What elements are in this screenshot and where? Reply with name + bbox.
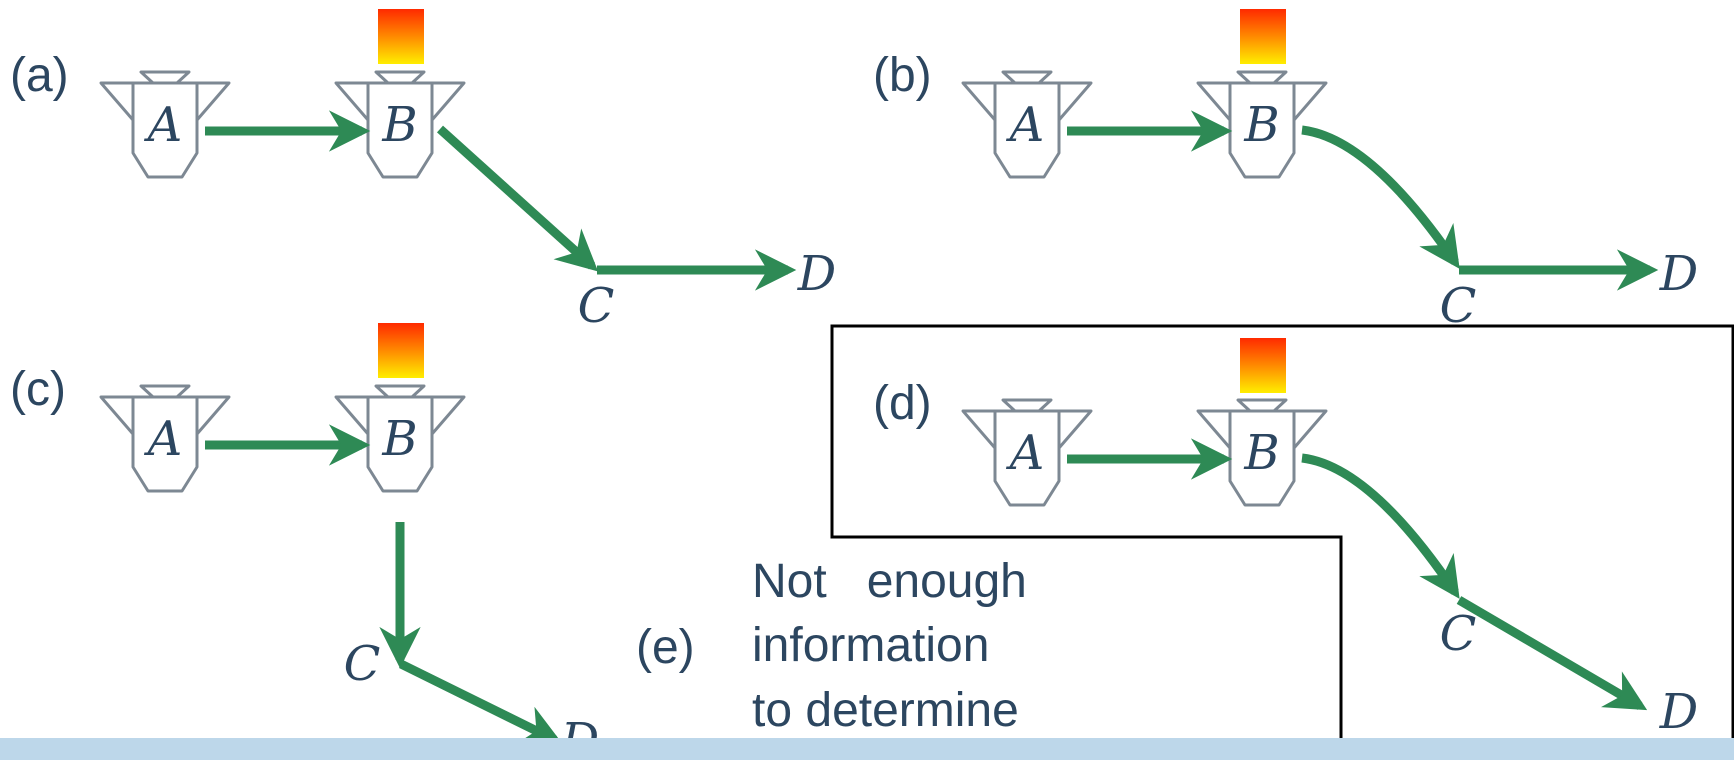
heat-source-icon	[378, 323, 424, 378]
panel-d: (d) A B C D	[873, 338, 1698, 740]
node-label-a: A	[1006, 425, 1045, 481]
edge-c-d	[1456, 596, 1648, 711]
node-label-c: C	[344, 636, 381, 692]
option-e: (e) Not enough information to determine	[636, 555, 1027, 737]
panel-label-a: (a)	[10, 49, 69, 102]
node-label-b: B	[1243, 425, 1279, 481]
panel-a: (a) A B C D	[10, 9, 836, 334]
edge-b-c	[1301, 125, 1460, 269]
edge-b-c	[436, 125, 599, 272]
node-label-b: B	[1243, 97, 1279, 153]
panel-label-d: (d)	[873, 377, 932, 430]
panel-label-b: (b)	[873, 49, 932, 102]
heat-source-icon	[1240, 9, 1286, 64]
node-label-d: D	[797, 246, 836, 302]
node-label-c: C	[1440, 278, 1477, 334]
node-label-b: B	[381, 411, 417, 467]
option-e-line-2: information	[752, 619, 989, 672]
node-label-a: A	[144, 97, 183, 153]
node-label-a: A	[144, 411, 183, 467]
node-label-b: B	[381, 97, 417, 153]
option-e-line-1: Not enough	[752, 555, 1027, 608]
node-label-a: A	[1006, 97, 1045, 153]
bottom-bar	[0, 738, 1734, 760]
node-label-d: D	[1659, 684, 1698, 740]
heat-source-icon	[378, 9, 424, 64]
panel-c: (c) A B C D	[10, 323, 599, 760]
panel-b: (b) A B C D	[873, 9, 1698, 334]
edge-c-d	[399, 659, 563, 745]
node-label-d: D	[1659, 246, 1698, 302]
node-label-c: C	[578, 278, 615, 334]
panel-label-c: (c)	[10, 363, 66, 416]
heat-source-icon	[1240, 338, 1286, 393]
edge-b-c	[1301, 453, 1460, 599]
node-label-c: C	[1440, 606, 1477, 662]
option-e-line-3: to determine	[752, 684, 1019, 737]
option-label-e: (e)	[636, 621, 695, 674]
